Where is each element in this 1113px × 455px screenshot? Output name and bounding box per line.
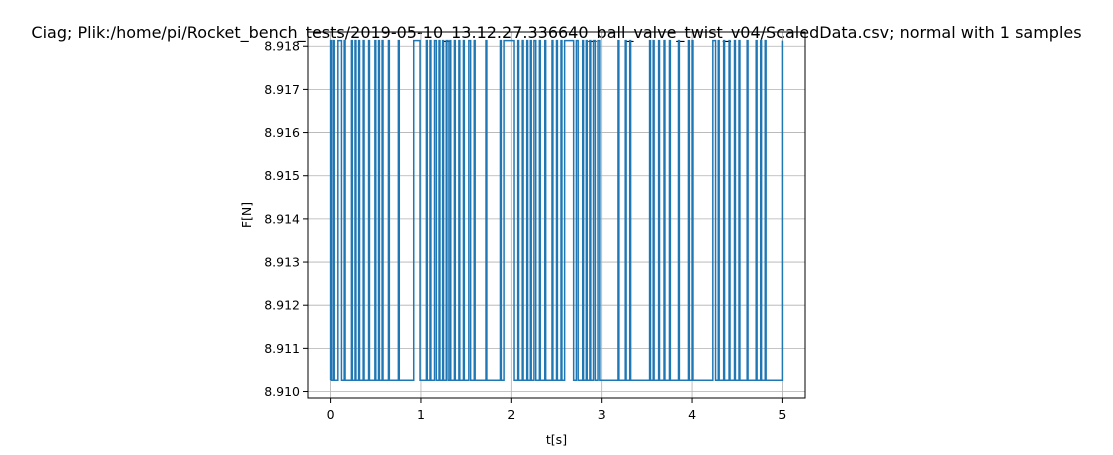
x-axis-label: t[s] [546, 432, 567, 447]
y-tick-label: 8.913 [264, 255, 300, 270]
x-tick-label: 2 [507, 407, 515, 422]
y-tick-label: 8.911 [264, 341, 300, 356]
y-tick-label: 8.916 [264, 125, 300, 140]
x-tick-label: 1 [417, 407, 425, 422]
y-axis: 8.910 8.911 8.912 8.913 8.914 8.915 8.916 8.917… [264, 39, 308, 399]
x-tick-label: 0 [327, 407, 335, 422]
plot-area [329, 39, 784, 382]
y-tick-label: 8.910 [264, 384, 300, 399]
y-axis-label: F[N] [239, 202, 254, 228]
series-line [329, 39, 784, 382]
y-tick-label: 8.918 [264, 39, 300, 54]
y-tick-label: 8.914 [264, 211, 300, 226]
x-tick-label: 4 [688, 407, 696, 422]
axes-frame [307, 31, 806, 399]
x-tick-label: 3 [598, 407, 606, 422]
y-tick-label: 8.912 [264, 298, 300, 313]
chart-title: Ciag; Plik:/home/pi/Rocket_bench_tests/2… [31, 23, 1081, 43]
x-tick-label: 5 [778, 407, 786, 422]
y-tick-label: 8.915 [264, 168, 300, 183]
x-axis: 0 1 2 3 4 5 [327, 398, 786, 422]
y-tick-label: 8.917 [264, 82, 300, 97]
